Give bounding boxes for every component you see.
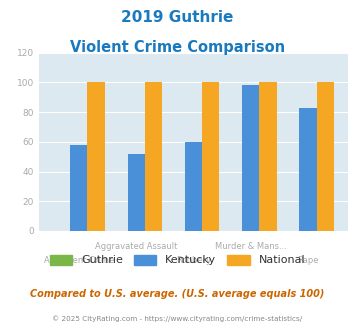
Bar [242, 85, 260, 231]
Text: Aggravated Assault: Aggravated Assault [95, 242, 178, 251]
Text: All Violent Crime: All Violent Crime [44, 256, 114, 265]
Legend: Guthrie, Kentucky, National: Guthrie, Kentucky, National [50, 255, 305, 265]
Text: 2019 Guthrie: 2019 Guthrie [121, 10, 234, 25]
Bar [87, 82, 105, 231]
Text: © 2025 CityRating.com - https://www.cityrating.com/crime-statistics/: © 2025 CityRating.com - https://www.city… [53, 315, 302, 322]
Bar [317, 82, 334, 231]
Bar [145, 82, 162, 231]
Bar [260, 82, 277, 231]
Text: Violent Crime Comparison: Violent Crime Comparison [70, 40, 285, 54]
Text: Rape: Rape [297, 256, 319, 265]
Text: Robbery: Robbery [176, 256, 211, 265]
Bar [300, 108, 317, 231]
Text: Compared to U.S. average. (U.S. average equals 100): Compared to U.S. average. (U.S. average … [30, 289, 325, 299]
Bar [127, 154, 145, 231]
Bar [185, 142, 202, 231]
Text: Murder & Mans...: Murder & Mans... [215, 242, 287, 251]
Bar [202, 82, 219, 231]
Bar [70, 145, 87, 231]
